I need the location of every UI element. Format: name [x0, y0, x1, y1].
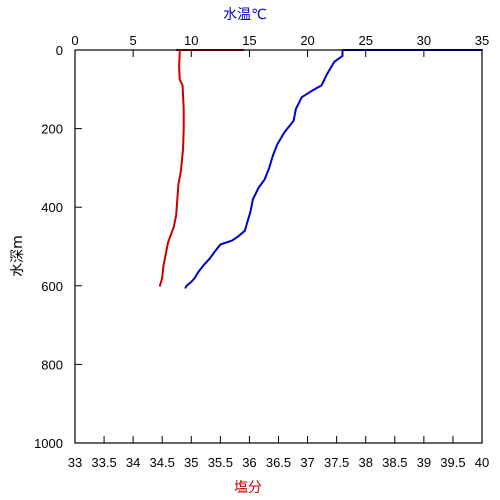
- bottom-tick-label: 33: [68, 455, 82, 470]
- temperature-profile-line: [184, 49, 483, 289]
- bottom-tick-label: 36: [242, 455, 256, 470]
- ticks: 0 200 400 600 800 1000 0 5 10 15 20 25 30 35 33 33.5 34 3…: [34, 33, 489, 470]
- bottom-tick-label: 38: [358, 455, 372, 470]
- bottom-tick-label: 34.5: [150, 455, 175, 470]
- bottom-tick-label: 37: [300, 455, 314, 470]
- bottom-tick-label: 38.5: [382, 455, 407, 470]
- top-tick-label: 5: [130, 33, 137, 48]
- y-tick-label: 800: [41, 357, 63, 372]
- top-tick-label: 0: [71, 33, 78, 48]
- bottom-tick-label: 37.5: [324, 455, 349, 470]
- top-axis-title: 水温℃: [223, 7, 267, 23]
- salinity-profile-line: [158, 49, 245, 287]
- bottom-tick-label: 39: [417, 455, 431, 470]
- y-axis-title: 水深m: [10, 235, 26, 277]
- series: [158, 49, 483, 289]
- y-tick-label: 1000: [34, 436, 63, 451]
- bottom-tick-label: 34: [126, 455, 140, 470]
- bottom-tick-label: 36.5: [266, 455, 291, 470]
- top-tick-label: 10: [184, 33, 198, 48]
- bottom-tick-label: 40: [475, 455, 489, 470]
- bottom-tick-label: 35: [184, 455, 198, 470]
- y-tick-label: 200: [41, 122, 63, 137]
- bottom-tick-label: 33.5: [91, 455, 116, 470]
- top-tick-label: 15: [242, 33, 256, 48]
- top-tick-label: 30: [417, 33, 431, 48]
- bottom-tick-label: 39.5: [440, 455, 465, 470]
- top-tick-label: 20: [300, 33, 314, 48]
- top-tick-label: 25: [358, 33, 372, 48]
- y-tick-label: 600: [41, 279, 63, 294]
- plot-frame: [74, 49, 483, 444]
- y-tick-label: 400: [41, 200, 63, 215]
- y-tick-label: 0: [56, 43, 63, 58]
- top-tick-label: 35: [475, 33, 489, 48]
- bottom-axis-title: 塩分: [234, 480, 262, 496]
- bottom-tick-label: 35.5: [208, 455, 233, 470]
